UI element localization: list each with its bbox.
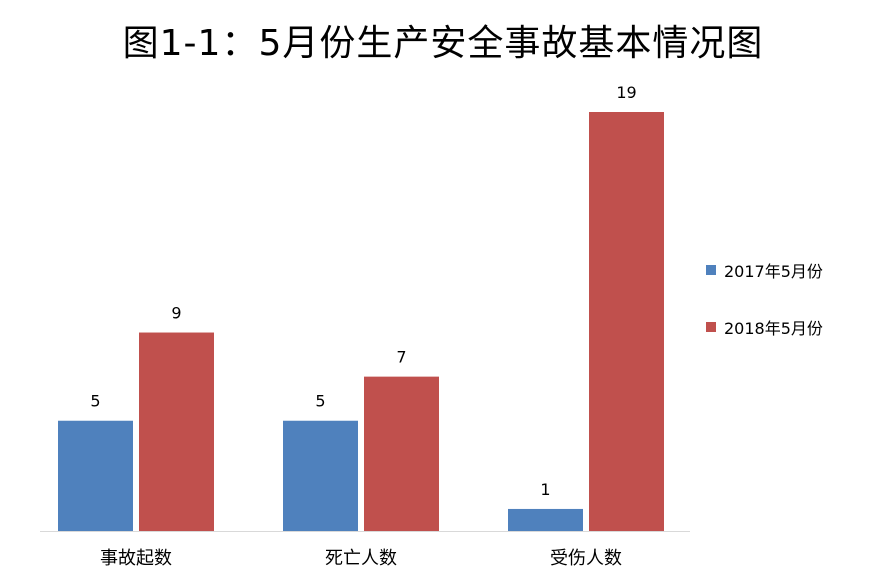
bar-2017-1: [283, 420, 358, 531]
bar-2017-2: [508, 508, 583, 531]
data-label: 9: [171, 304, 181, 323]
data-label: 7: [396, 348, 406, 367]
legend-swatch-2018: [706, 322, 716, 332]
legend-swatch-2017: [706, 265, 716, 275]
bar-2018-0: [139, 332, 214, 531]
legend-label-2017: 2017年5月份: [724, 262, 823, 281]
bar-2017-0: [58, 420, 133, 531]
chart-title: 图1-1：5月份生产安全事故基本情况图: [122, 23, 764, 64]
bar-2018-1: [364, 376, 439, 531]
legend-label-2018: 2018年5月份: [724, 319, 823, 338]
legend-item-2017: 2017年5月份: [706, 258, 823, 282]
data-label: 5: [315, 392, 325, 411]
bar-2018-2: [589, 112, 664, 531]
data-label: 19: [616, 83, 636, 102]
legend-item-2018: 2018年5月份: [706, 315, 823, 339]
category-label: 死亡人数: [325, 548, 397, 569]
category-label: 事故起数: [100, 548, 172, 569]
data-label: 1: [540, 480, 550, 499]
data-label: 5: [90, 392, 100, 411]
category-label: 受伤人数: [550, 548, 622, 569]
legend: 2017年5月份 2018年5月份: [706, 258, 823, 372]
